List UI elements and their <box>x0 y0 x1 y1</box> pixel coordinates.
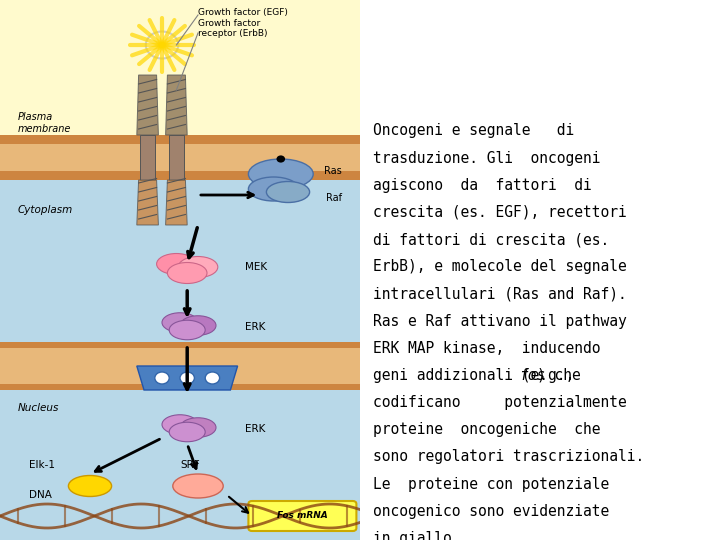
Text: sono regolatori trascrizionali.: sono regolatori trascrizionali. <box>373 449 644 464</box>
Polygon shape <box>166 75 187 135</box>
Text: Plasma
membrane: Plasma membrane <box>18 112 71 134</box>
Polygon shape <box>0 0 360 540</box>
Text: ERK: ERK <box>245 322 265 332</box>
Text: geni addizionali (e.g.,: geni addizionali (e.g., <box>373 368 582 383</box>
Text: Cytoplasm: Cytoplasm <box>18 205 73 215</box>
Circle shape <box>180 372 194 384</box>
Polygon shape <box>166 180 187 225</box>
Text: intracellulari (Ras and Raf).: intracellulari (Ras and Raf). <box>373 286 626 301</box>
Text: Nucleus: Nucleus <box>18 403 59 413</box>
Circle shape <box>205 372 220 384</box>
Ellipse shape <box>248 159 313 189</box>
Text: Raf: Raf <box>326 193 342 203</box>
Bar <box>140 135 155 180</box>
Circle shape <box>238 144 324 216</box>
Polygon shape <box>137 180 158 225</box>
Ellipse shape <box>180 418 216 437</box>
Ellipse shape <box>167 262 207 284</box>
Text: Le  proteine con potenziale: Le proteine con potenziale <box>373 476 609 491</box>
Text: fos: fos <box>519 368 545 383</box>
Text: ) che: ) che <box>537 368 581 383</box>
Ellipse shape <box>157 253 197 274</box>
Bar <box>0 342 360 390</box>
Ellipse shape <box>169 422 205 442</box>
Text: Growth factor (EGF): Growth factor (EGF) <box>198 8 288 17</box>
Text: ErbB), e molecole del segnale: ErbB), e molecole del segnale <box>373 259 626 274</box>
Ellipse shape <box>266 181 310 202</box>
Circle shape <box>276 156 285 163</box>
Circle shape <box>155 372 169 384</box>
Text: Ras e Raf attivano il pathway: Ras e Raf attivano il pathway <box>373 314 626 328</box>
Text: DNA: DNA <box>29 490 52 500</box>
Text: di fattori di crescita (es.: di fattori di crescita (es. <box>373 232 609 247</box>
Ellipse shape <box>169 320 205 340</box>
Text: ERK: ERK <box>245 424 265 434</box>
Polygon shape <box>0 0 360 135</box>
Bar <box>0 144 360 171</box>
Text: crescita (es. EGF), recettori: crescita (es. EGF), recettori <box>373 205 626 220</box>
Ellipse shape <box>179 256 218 278</box>
FancyBboxPatch shape <box>248 501 356 531</box>
Text: oncogenico sono evidenziate: oncogenico sono evidenziate <box>373 504 609 519</box>
Bar <box>169 135 184 180</box>
Text: in giallo: in giallo <box>373 531 451 540</box>
Ellipse shape <box>248 177 299 201</box>
Text: MEK: MEK <box>245 262 267 272</box>
Text: SRF: SRF <box>180 460 199 470</box>
Polygon shape <box>137 366 238 390</box>
Text: Ras: Ras <box>324 166 342 176</box>
Text: Growth factor
receptor (ErbB): Growth factor receptor (ErbB) <box>198 18 268 38</box>
Polygon shape <box>137 75 158 135</box>
Ellipse shape <box>162 415 198 434</box>
Bar <box>0 135 360 180</box>
Circle shape <box>145 31 179 58</box>
Ellipse shape <box>68 476 112 496</box>
Text: agiscono  da  fattori  di: agiscono da fattori di <box>373 178 591 193</box>
Text: ERK MAP kinase,  inducendo: ERK MAP kinase, inducendo <box>373 341 600 356</box>
Ellipse shape <box>162 313 198 332</box>
Text: Elk-1: Elk-1 <box>29 460 55 470</box>
Text: trasduzione. Gli  oncogeni: trasduzione. Gli oncogeni <box>373 151 600 166</box>
Text: codificano     potenzialmente: codificano potenzialmente <box>373 395 626 410</box>
Bar <box>0 480 360 540</box>
Bar <box>0 348 360 384</box>
Text: Oncogeni e segnale   di: Oncogeni e segnale di <box>373 124 574 138</box>
Ellipse shape <box>180 316 216 335</box>
Text: proteine  oncogeniche  che: proteine oncogeniche che <box>373 422 600 437</box>
Text: Fos mRNA: Fos mRNA <box>277 511 328 521</box>
Ellipse shape <box>173 474 223 498</box>
